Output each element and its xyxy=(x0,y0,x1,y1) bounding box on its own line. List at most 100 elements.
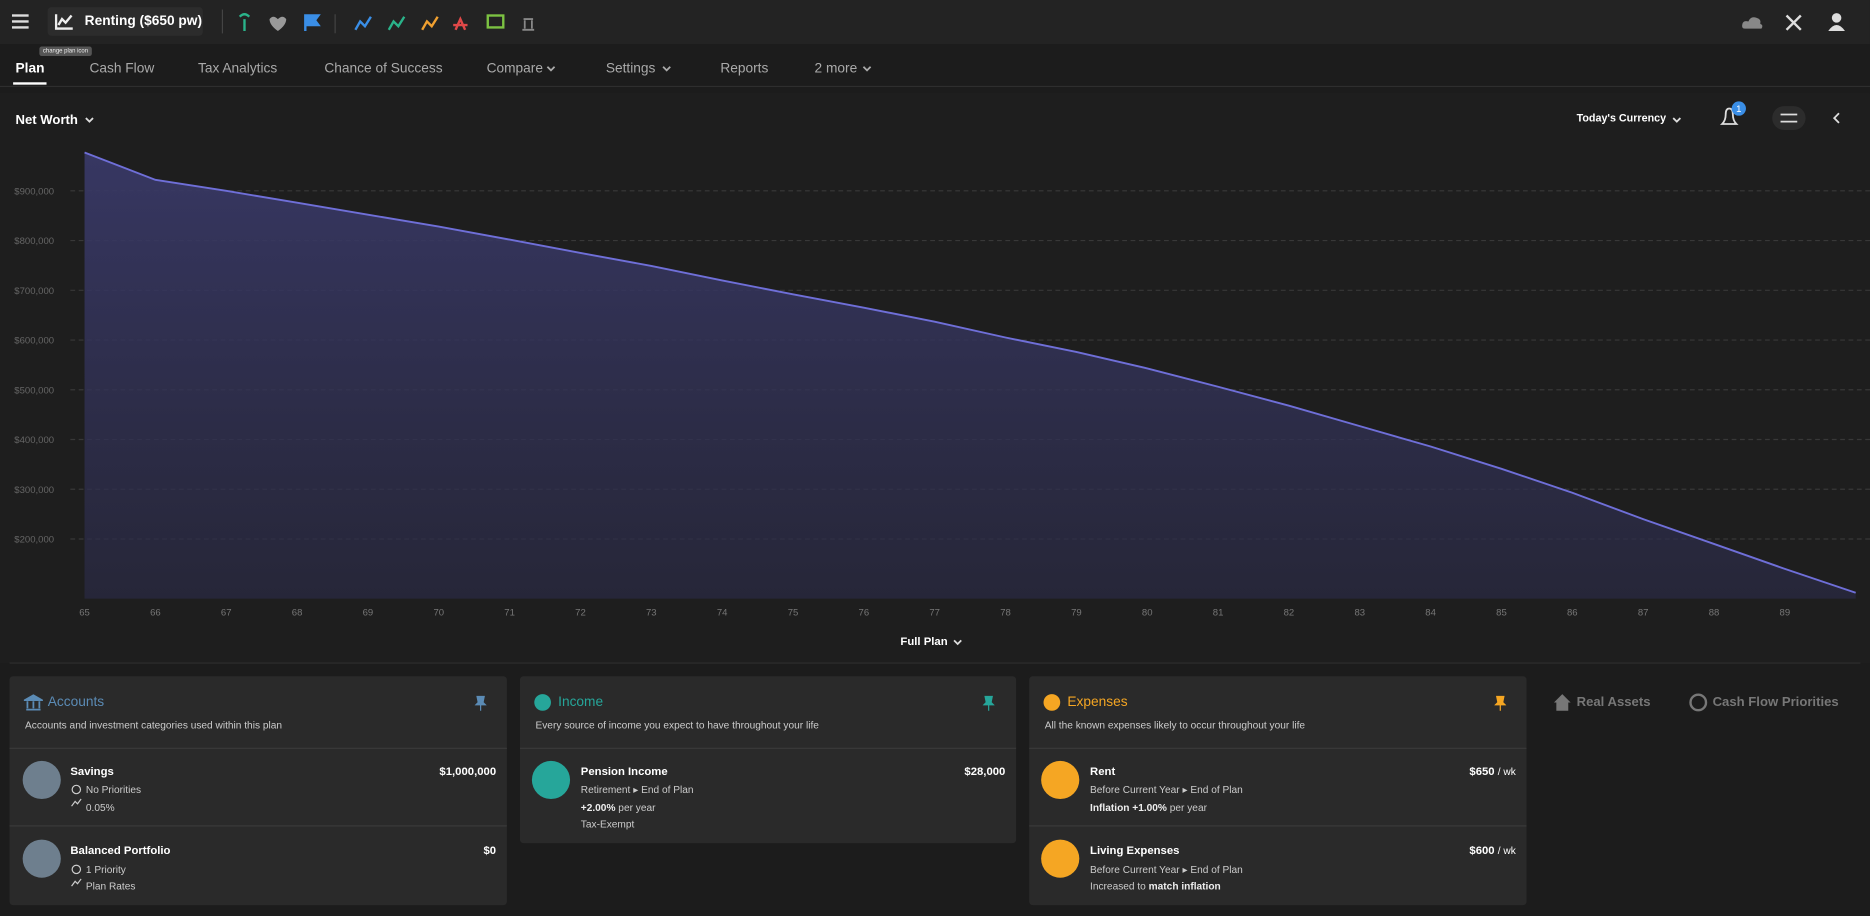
x-tick-label: 71 xyxy=(504,607,515,618)
y-tick-label: $900,000 xyxy=(14,186,54,197)
area xyxy=(84,152,1856,599)
side-tab[interactable]: Cash Flow Priorities xyxy=(1712,695,1839,710)
item-avatar xyxy=(22,760,61,800)
tab[interactable]: Plan xyxy=(15,62,45,77)
y-tick-label: $400,000 xyxy=(14,435,54,446)
income-icon xyxy=(534,694,551,711)
amount: $600 xyxy=(1469,844,1495,858)
y-tick-label: $700,000 xyxy=(14,286,54,297)
x-tick-label: 65 xyxy=(79,607,90,618)
item-detail: Tax-Exempt xyxy=(580,818,635,831)
pin[interactable] xyxy=(982,695,995,712)
divider xyxy=(221,9,224,34)
amount: $650 xyxy=(1469,765,1495,779)
badge xyxy=(1731,101,1746,116)
period: per year xyxy=(1169,801,1207,814)
plan-name: Renting ($650 pw) xyxy=(84,14,203,29)
to: End of Plan xyxy=(1190,863,1243,876)
from: Retirement xyxy=(580,783,631,796)
filter-icon xyxy=(1780,113,1798,123)
item-detail: Before Current Year ▸ End of Plan xyxy=(1090,863,1243,876)
x-tick-label: 85 xyxy=(1496,607,1507,618)
pin[interactable] xyxy=(474,695,487,712)
currency-selector[interactable]: Today's Currency xyxy=(1576,112,1667,125)
x-tick-label: 78 xyxy=(1000,607,1011,618)
from: Before Current Year xyxy=(1090,863,1180,876)
item-amount: $1,000,000 xyxy=(439,765,497,779)
card-description: All the known expenses likely to occur t… xyxy=(1044,719,1306,732)
tabs-border xyxy=(0,85,1870,88)
tab[interactable]: Cash Flow xyxy=(89,62,155,77)
item-amount: $600 / wk xyxy=(1469,844,1515,857)
item-name: Pension Income xyxy=(580,765,668,779)
bell-icon[interactable] xyxy=(1719,107,1739,125)
x-tick-label: 70 xyxy=(433,607,444,618)
unit: / wk xyxy=(1497,844,1516,857)
unit: / wk xyxy=(1497,765,1516,778)
badge-count: 1 xyxy=(1736,104,1741,115)
tab[interactable]: Reports xyxy=(720,62,769,77)
filter-button[interactable] xyxy=(1772,106,1806,130)
card-description: Accounts and investment categories used … xyxy=(25,719,283,732)
accounts-card: Accounts Accounts and investment categor… xyxy=(9,676,507,906)
y-tick-label: $500,000 xyxy=(14,385,54,396)
carets xyxy=(85,117,1682,646)
x-tick-label: 82 xyxy=(1284,607,1295,618)
x-tick-label: 86 xyxy=(1567,607,1578,618)
item-detail: Increased to match inflation xyxy=(1090,880,1221,892)
item-detail: Inflation +1.00% per year xyxy=(1090,801,1207,813)
card-title: Accounts xyxy=(47,695,105,710)
x-tick-label: 81 xyxy=(1213,607,1224,618)
side-tab[interactable]: Real Assets xyxy=(1576,695,1651,710)
plan-selector[interactable] xyxy=(47,7,203,36)
x-tick-label: 66 xyxy=(150,607,161,618)
range-selector[interactable]: Full Plan xyxy=(900,635,948,649)
period: per year xyxy=(618,801,656,814)
plan-icon xyxy=(54,14,73,30)
card-title: Income xyxy=(558,695,604,710)
item-name: Savings xyxy=(70,765,114,779)
to: End of Plan xyxy=(1190,783,1243,796)
y-tick-label: $600,000 xyxy=(14,336,54,347)
item-detail: 0.05% xyxy=(85,801,115,814)
expenses-card: Expenses All the known expenses likely t… xyxy=(1029,676,1527,906)
bank-icon xyxy=(23,694,43,711)
x-tick-label: 79 xyxy=(1071,607,1082,618)
tab[interactable]: Chance of Success xyxy=(324,62,443,77)
rule: match inflation xyxy=(1148,880,1221,893)
tab-underline xyxy=(13,82,47,85)
item-avatar xyxy=(531,760,571,800)
tab[interactable]: Settings xyxy=(605,62,656,77)
x-tick-label: 68 xyxy=(292,607,303,618)
tab[interactable]: Compare xyxy=(486,62,544,77)
item-amount: $650 / wk xyxy=(1469,766,1515,779)
card-title: Expenses xyxy=(1067,695,1128,710)
tab[interactable]: Tax Analytics xyxy=(197,62,278,77)
x-tick-label: 84 xyxy=(1425,607,1436,618)
metric-selector[interactable]: Net Worth xyxy=(15,113,78,128)
x-tick-label: 67 xyxy=(221,607,232,618)
right-icons[interactable] xyxy=(1741,12,1854,33)
pin[interactable] xyxy=(1494,695,1507,712)
separator xyxy=(1029,825,1527,827)
collapse-button[interactable] xyxy=(1832,112,1840,124)
tab[interactable]: 2 more xyxy=(814,62,858,77)
x-tick-label: 69 xyxy=(363,607,374,618)
x-tick-label: 87 xyxy=(1638,607,1649,618)
card-description: Every source of income you expect to hav… xyxy=(535,719,819,732)
from: Before Current Year xyxy=(1090,783,1180,796)
x-tick-label: 89 xyxy=(1780,607,1791,618)
item-detail: Retirement ▸ End of Plan xyxy=(580,783,694,796)
x-tick-label: 77 xyxy=(929,607,940,618)
menu-button[interactable] xyxy=(11,13,31,30)
income-card: Income Every source of income you expect… xyxy=(519,676,1017,844)
item-amount: $28,000 xyxy=(964,765,1006,779)
toolbar-icons[interactable] xyxy=(236,12,535,34)
tooltip: change plan icon xyxy=(39,46,92,57)
top-bar: Renting ($650 pw) change plan icon xyxy=(0,0,1870,57)
x-tick-label: 74 xyxy=(717,607,728,618)
prefix: Increased to xyxy=(1090,880,1146,893)
y-tick-label: $200,000 xyxy=(14,535,54,546)
